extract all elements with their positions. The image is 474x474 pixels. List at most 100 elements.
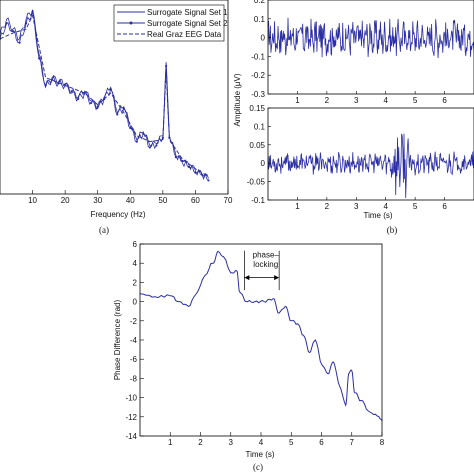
legend-box [113, 4, 225, 42]
xtick-label: 3 [354, 202, 359, 211]
panel-c-xtick-label: 2 [198, 438, 203, 447]
ytick-label: -0.1 [251, 196, 265, 205]
panel-a-marker [5, 22, 8, 25]
panel-a: 10 20 30 40 50 60 70 Frequency (Hz) Surrogate … [0, 0, 233, 235]
xtick-label: 2 [325, 96, 330, 105]
panel-b-caption: (b) [387, 225, 398, 235]
panel-a-xlabel: Frequency (Hz) [90, 210, 145, 219]
panel-c: 1 2 3 4 5 6 7 8 6 4 2 0 -2 -4 -6 -8 -10 -12 -14 phase– loc… [113, 240, 385, 472]
annotation-text-line1: phase– [253, 250, 280, 259]
panel-a-marker [187, 165, 191, 168]
ytick-label: 0.15 [249, 104, 265, 113]
panel-b-top-plot [267, 17, 474, 59]
panel-c-plot [139, 251, 383, 421]
panel-a-xtick-label: 10 [28, 196, 37, 205]
panel-a-xtick-label: 70 [224, 196, 233, 205]
panel-c-ylabel: Phase Difference (rad) [113, 300, 122, 381]
panel-a-marker [194, 171, 197, 174]
annotation-text-line2: locking [253, 260, 278, 269]
panel-b-bottom-ticks: 1 2 3 4 5 6 0.15 0.1 0.05 0 -0.05 -0.1 [247, 104, 448, 211]
panel-a-marker [18, 41, 21, 44]
panel-b-bottom-frame [267, 107, 474, 201]
panel-a-marker [109, 88, 112, 91]
panel-a-xtick-label: 20 [61, 196, 70, 205]
panel-a-marker [174, 156, 177, 159]
panel-a-marker [31, 10, 34, 13]
panel-b: 1 2 3 4 5 6 0.2 0.1 0 -0.1 -0.2 -0.3 1 2 3 4 5 6 0.15 0.1 0… [233, 0, 474, 235]
panel-a-marker [122, 107, 125, 110]
ytick-label: -0.1 [251, 52, 265, 61]
panel-c-ytick-label: 2 [133, 278, 138, 287]
panel-a-marker [11, 29, 15, 33]
phase-locking-annotation: phase– locking [244, 250, 280, 291]
panel-a-marker [155, 144, 158, 147]
legend-marker-set2 [129, 21, 133, 25]
panel-a-marker [90, 101, 93, 104]
xtick-label: 4 [383, 202, 388, 211]
panel-c-ytick-label: -4 [130, 336, 138, 345]
panel-a-marker [37, 57, 41, 60]
panel-c-ytick-label: -2 [130, 317, 138, 326]
ytick-label: 0.2 [254, 0, 266, 5]
legend-label-real: Real Graz EEG Data [147, 30, 222, 39]
panel-a-xtick-label: 50 [158, 196, 167, 205]
xtick-label: 1 [295, 202, 300, 211]
panel-a-marker [44, 84, 47, 87]
panel-c-ytick-label: -6 [130, 355, 138, 364]
ytick-label: 0 [261, 159, 266, 168]
ytick-label: -0.2 [251, 71, 265, 80]
panel-c-ytick-label: -14 [125, 432, 137, 441]
panel-c-xtick-label: 7 [350, 438, 355, 447]
panel-a-marker [181, 159, 184, 163]
panel-a-marker [142, 132, 145, 135]
panel-a-legend: Surrogate Signal Set 1 Surrogate Signal … [113, 4, 228, 42]
panel-c-ytick-label: -10 [125, 394, 137, 403]
xtick-label: 1 [295, 96, 300, 105]
panel-a-x-ticks: 10 20 30 40 50 60 70 [28, 190, 233, 205]
xtick-label: 5 [413, 96, 418, 105]
panel-c-ytick-label: 6 [133, 240, 138, 249]
panel-a-marker [116, 113, 119, 116]
annotation-arrowhead-right [274, 275, 280, 281]
panel-a-caption: (a) [99, 225, 109, 235]
panel-b-bottom-plot [267, 133, 474, 199]
panel-b-top-frame [267, 0, 474, 95]
ytick-label: 0 [261, 34, 266, 43]
panel-a-marker [148, 146, 151, 149]
ytick-label: -0.3 [251, 90, 265, 99]
panel-c-frame [139, 243, 383, 437]
panel-a-plot [0, 9, 210, 182]
panel-a-marker [24, 22, 28, 25]
panel-b-ylabel: Amplitude (μV) [233, 73, 242, 126]
panel-c-xtick-label: 1 [168, 438, 173, 447]
ytick-label: 0.05 [249, 141, 265, 150]
panel-a-marker [161, 136, 164, 139]
panel-b-top-ticks: 1 2 3 4 5 6 0.2 0.1 0 -0.1 -0.2 -0.3 [251, 0, 447, 105]
legend-label-set2: Surrogate Signal Set 2 [147, 19, 228, 28]
xtick-label: 6 [442, 96, 447, 105]
panel-c-xlabel: Time (s) [245, 450, 274, 459]
panel-a-xtick-label: 60 [191, 196, 200, 205]
panel-a-series-3 [0, 13, 209, 177]
panel-c-ytick-label: 0 [133, 298, 138, 307]
panel-c-ytick-label: 4 [133, 259, 138, 268]
panel-a-frame [0, 0, 229, 195]
panel-a-marker [70, 90, 73, 93]
ytick-label: 0.1 [254, 15, 266, 24]
panel-c-ytick-label: -8 [130, 374, 138, 383]
panel-c-xtick-label: 6 [319, 438, 324, 447]
panel-c-xtick-label: 3 [229, 438, 234, 447]
xtick-label: 4 [383, 96, 388, 105]
legend-label-set1: Surrogate Signal Set 1 [147, 8, 228, 17]
panel-a-xtick-label: 40 [126, 196, 135, 205]
annotation-arrowhead-left [244, 275, 250, 281]
xtick-label: 6 [442, 202, 447, 211]
xtick-label: 5 [413, 202, 418, 211]
panel-a-marker [77, 97, 80, 101]
panel-c-ticks: 1 2 3 4 5 6 7 8 6 4 2 0 -2 -4 -6 -8 -10 -12 -14 [125, 240, 384, 447]
panel-c-xtick-label: 5 [289, 438, 294, 447]
panel-c-caption: (c) [253, 462, 263, 472]
panel-a-marker [165, 64, 168, 68]
xtick-label: 2 [325, 202, 330, 211]
